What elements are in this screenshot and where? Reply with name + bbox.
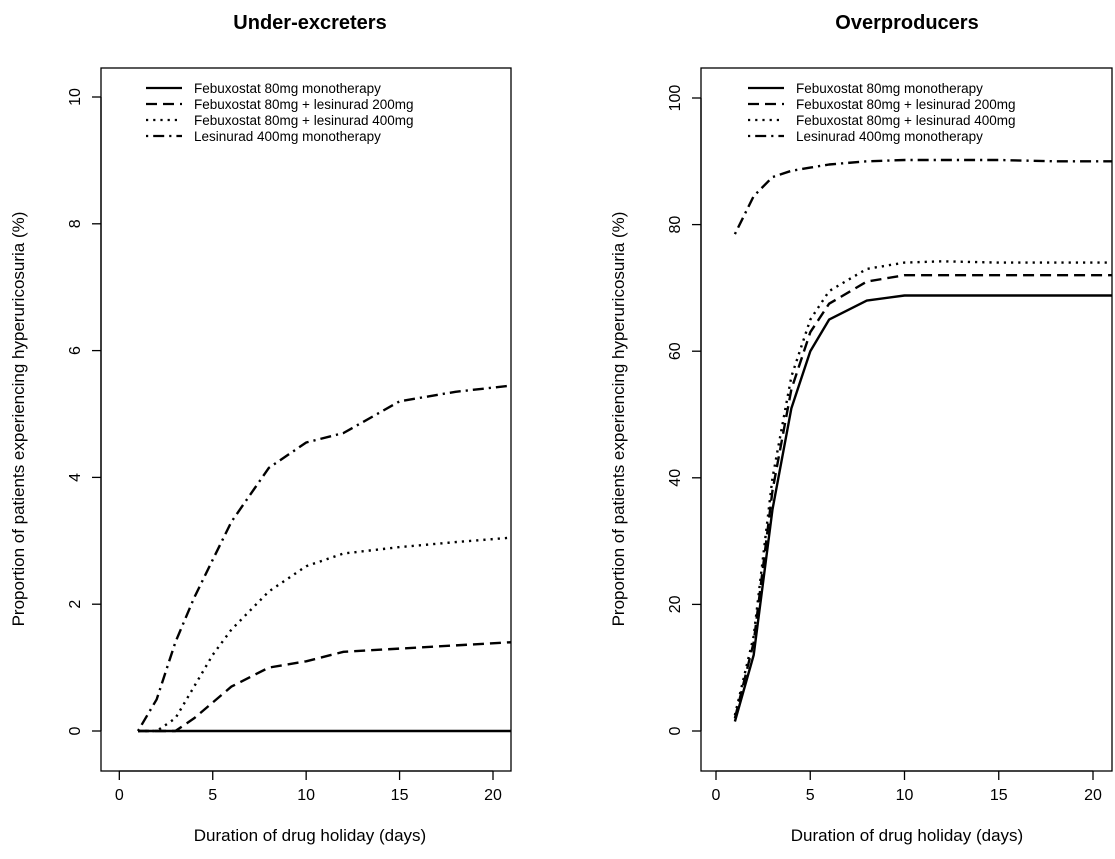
y-tick-label: 6 xyxy=(67,346,84,355)
x-tick-label: 10 xyxy=(896,787,914,804)
x-axis-label: Duration of drug holiday (days) xyxy=(791,826,1023,845)
x-axis: 0 5 10 15 20 xyxy=(115,770,502,804)
series-line-lesinurad-400mg-monotherapy xyxy=(136,384,511,732)
x-axis: 0 5 10 15 20 xyxy=(712,770,1102,804)
y-axis-label: Proportion of patients experiencing hype… xyxy=(609,212,628,627)
legend-label: Febuxostat 80mg monotherapy xyxy=(796,81,983,96)
y-tick-label: 60 xyxy=(667,342,684,360)
y-tick-label: 10 xyxy=(67,88,84,106)
y-axis: 0 2 4 6 8 10 xyxy=(67,88,102,735)
x-tick-label: 0 xyxy=(712,787,721,804)
panel-under-excreters: Under-excreters 0 5 10 15 20 0 2 4 6 8 10 Febuxos… xyxy=(9,12,512,845)
y-tick-label: 2 xyxy=(67,600,84,609)
x-tick-label: 15 xyxy=(391,787,409,804)
series-line-febuxostat-80mg-lesinurad-400mg xyxy=(733,260,1112,716)
series-layer xyxy=(136,384,511,733)
y-tick-label: 40 xyxy=(667,469,684,487)
series-line-febuxostat-80mg-lesinurad-200mg xyxy=(138,641,511,733)
x-tick-label: 5 xyxy=(208,787,217,804)
series-line-febuxostat-80mg-monotherapy xyxy=(733,294,1112,722)
series-line-febuxostat-80mg-lesinurad-200mg xyxy=(733,274,1112,719)
x-tick-label: 5 xyxy=(806,787,815,804)
legend-label: Febuxostat 80mg monotherapy xyxy=(194,81,381,96)
y-tick-label: 0 xyxy=(67,726,84,735)
series-line-febuxostat-80mg-lesinurad-400mg xyxy=(138,536,511,733)
x-tick-label: 20 xyxy=(484,787,502,804)
y-axis-label: Proportion of patients experiencing hype… xyxy=(9,212,28,627)
y-tick-label: 4 xyxy=(67,473,84,482)
x-tick-label: 15 xyxy=(990,787,1008,804)
series-layer xyxy=(733,158,1112,722)
panel-overproducers: Overproducers 0 5 10 15 20 0 20 40 60 80 100 Febu… xyxy=(609,12,1113,845)
y-tick-label: 100 xyxy=(667,85,684,112)
x-tick-label: 20 xyxy=(1084,787,1102,804)
legend-label: Febuxostat 80mg + lesinurad 200mg xyxy=(194,97,414,112)
x-axis-label: Duration of drug holiday (days) xyxy=(194,826,426,845)
y-tick-label: 80 xyxy=(667,216,684,234)
legend-label: Febuxostat 80mg + lesinurad 400mg xyxy=(796,113,1016,128)
chart-title: Under-excreters xyxy=(233,12,386,34)
legend-label: Lesinurad 400mg monotherapy xyxy=(796,129,983,144)
y-tick-label: 20 xyxy=(667,595,684,613)
plot-area-frame xyxy=(100,67,512,772)
x-tick-label: 0 xyxy=(115,787,124,804)
chart-title: Overproducers xyxy=(835,12,978,34)
plot-area-frame xyxy=(700,67,1113,772)
x-tick-label: 10 xyxy=(297,787,315,804)
y-tick-label: 0 xyxy=(667,726,684,735)
series-line-lesinurad-400mg-monotherapy xyxy=(733,158,1112,235)
y-tick-label: 8 xyxy=(67,219,84,228)
legend-label: Febuxostat 80mg + lesinurad 200mg xyxy=(796,97,1016,112)
y-axis: 0 20 40 60 80 100 xyxy=(667,85,702,735)
legend-label: Febuxostat 80mg + lesinurad 400mg xyxy=(194,113,414,128)
legend-label: Lesinurad 400mg monotherapy xyxy=(194,129,381,144)
